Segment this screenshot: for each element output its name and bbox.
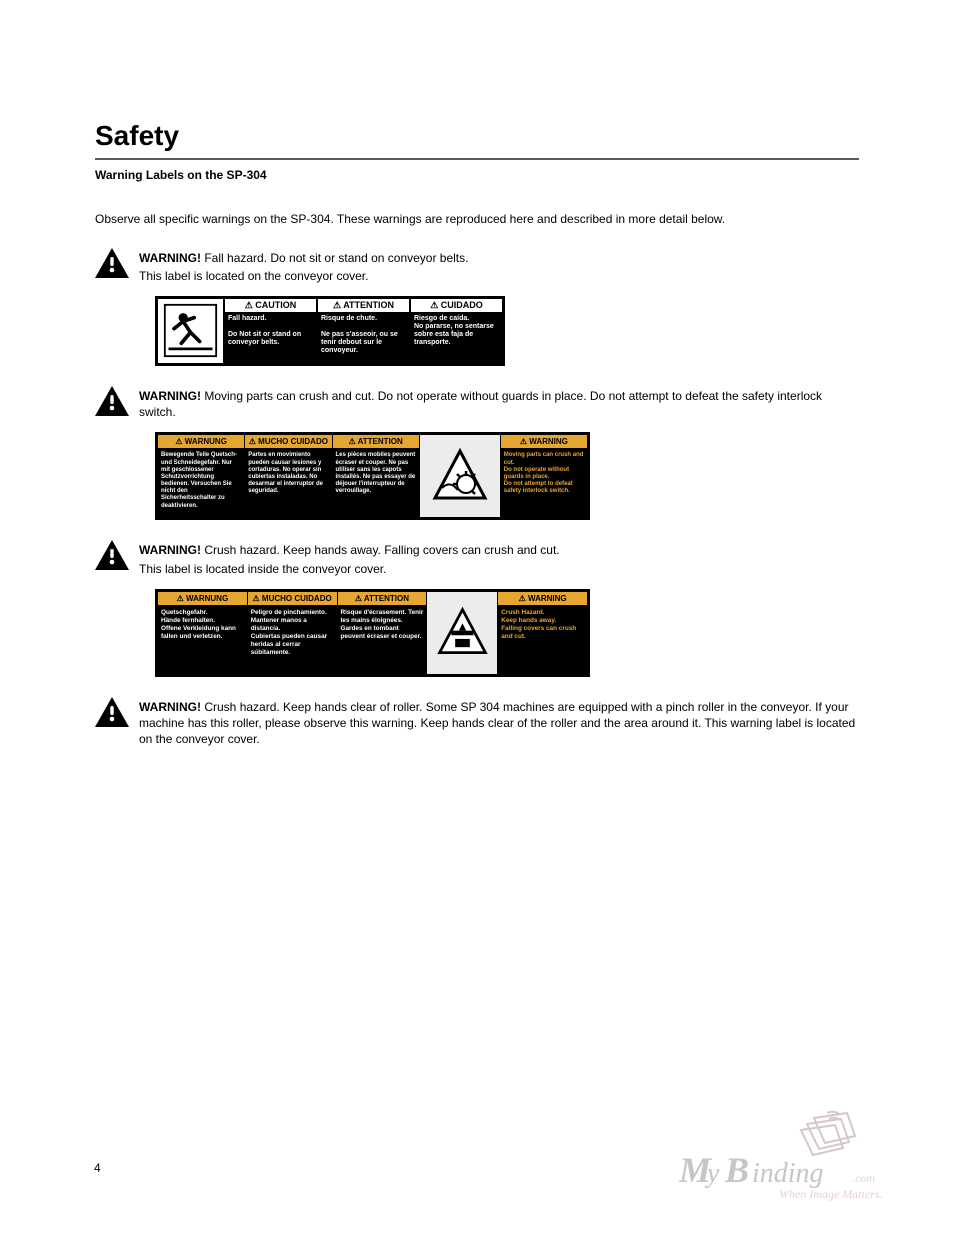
warning-triangle-icon xyxy=(95,386,129,416)
warning-label: WARNING! xyxy=(139,543,201,557)
label-col-fr: ⚠ ATTENTION Risque de chute.Ne pas s'ass… xyxy=(316,299,409,363)
safety-label-moving-parts: ⚠ WARNUNG Bewegende Teile Quetsch- und S… xyxy=(155,432,590,520)
svg-text:y: y xyxy=(704,1158,720,1189)
gear-hand-pictogram-icon xyxy=(420,435,501,517)
label-col-es: ⚠ MUCHO CUIDADO Peligro de pinchamiento.… xyxy=(248,592,338,674)
warning-desc: Crush hazard. Keep hands clear of roller… xyxy=(139,700,855,746)
warning-desc: Moving parts can crush and cut. Do not o… xyxy=(139,389,822,419)
safety-label-fall-hazard: ⚠ CAUTION Fall hazard.Do Not sit or stan… xyxy=(155,296,505,366)
warning-text: WARNING! Fall hazard. Do not sit or stan… xyxy=(139,248,468,284)
warning-triangle-icon xyxy=(95,540,129,570)
svg-text:inding: inding xyxy=(752,1158,824,1189)
label-col-en: ⚠ CAUTION Fall hazard.Do Not sit or stan… xyxy=(223,299,316,363)
warning-desc: Crush hazard. Keep hands away. Falling c… xyxy=(204,543,559,557)
label-head: ⚠ CUIDADO xyxy=(411,299,502,313)
warning-label: WARNING! xyxy=(139,700,201,714)
warning-label: WARNING! xyxy=(139,251,201,265)
warning-label: WARNING! xyxy=(139,389,201,403)
warning-text: WARNING! Moving parts can crush and cut.… xyxy=(139,386,859,420)
intro-text: Observe all specific warnings on the SP-… xyxy=(95,212,859,228)
fall-pictogram-icon xyxy=(158,299,223,363)
label-col-de: ⚠ WARNUNG Quetschgefahr. Hände fernhalte… xyxy=(158,592,248,674)
label-col-en: ⚠ WARNING Crush Hazard. Keep hands away.… xyxy=(498,592,587,674)
crush-pictogram-icon xyxy=(427,592,498,674)
warning-location: This label is located inside the conveyo… xyxy=(139,561,560,577)
svg-text:When Image Matters.: When Image Matters. xyxy=(779,1187,883,1201)
safety-label-crush-hazard: ⚠ WARNUNG Quetschgefahr. Hände fernhalte… xyxy=(155,589,590,677)
label-head: ⚠ CAUTION xyxy=(225,299,316,313)
warning-block-3: WARNING! Crush hazard. Keep hands away. … xyxy=(95,540,859,576)
label-col-es: ⚠ MUCHO CUIDADO Partes en movimiento pue… xyxy=(245,435,332,517)
page: Safety Warning Labels on the SP-304 Obse… xyxy=(0,0,954,1235)
warning-block-2: WARNING! Moving parts can crush and cut.… xyxy=(95,386,859,420)
label-col-fr: ⚠ ATTENTION Risque d'écrasement. Tenir l… xyxy=(338,592,428,674)
warning-triangle-icon xyxy=(95,248,129,278)
label-head: ⚠ ATTENTION xyxy=(318,299,409,313)
warning-text: WARNING! Crush hazard. Keep hands clear … xyxy=(139,697,859,748)
warning-block-1: WARNING! Fall hazard. Do not sit or stan… xyxy=(95,248,859,284)
warning-location: This label is located on the conveyor co… xyxy=(139,268,468,284)
warning-text: WARNING! Crush hazard. Keep hands away. … xyxy=(139,540,560,576)
label-col-de: ⚠ WARNUNG Bewegende Teile Quetsch- und S… xyxy=(158,435,245,517)
label-col-es: ⚠ CUIDADO Riesgo de caída.No pararse, no… xyxy=(409,299,502,363)
svg-text:B: B xyxy=(724,1150,749,1190)
section-subtitle: Warning Labels on the SP-304 xyxy=(95,168,859,182)
label-col-fr: ⚠ ATTENTION Les pièces mobiles peuvent é… xyxy=(333,435,420,517)
svg-text:.com: .com xyxy=(852,1171,875,1185)
warning-triangle-icon xyxy=(95,697,129,727)
page-number: 4 xyxy=(94,1161,101,1175)
title-rule xyxy=(95,158,859,160)
warning-desc: Fall hazard. Do not sit or stand on conv… xyxy=(204,251,468,265)
warning-block-4: WARNING! Crush hazard. Keep hands clear … xyxy=(95,697,859,748)
label-col-en: ⚠ WARNING Moving parts can crush and cut… xyxy=(501,435,587,517)
mybinding-logo: M y B inding .com When Image Matters. xyxy=(679,1110,894,1205)
page-title: Safety xyxy=(95,120,859,152)
